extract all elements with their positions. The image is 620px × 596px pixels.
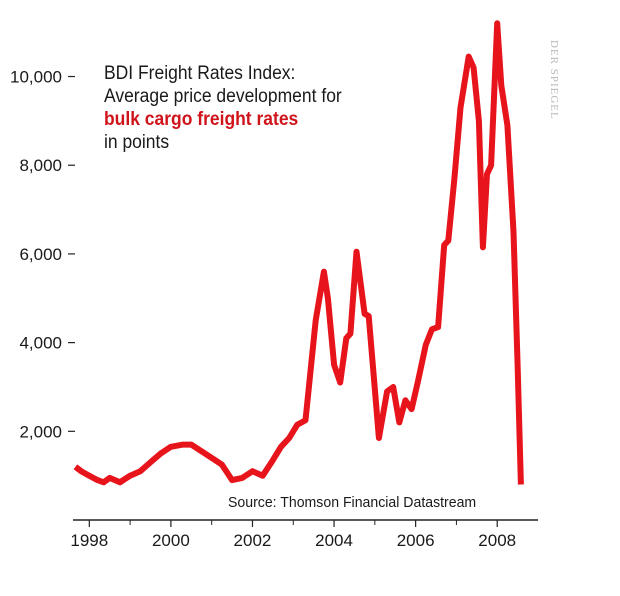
x-tick-label: 2006 (397, 531, 435, 550)
y-tick-label: 4,000 (19, 334, 62, 353)
series-line-bdi (73, 20, 524, 486)
title-line-1: BDI Freight Rates Index: (104, 63, 296, 84)
source-note: Source: Thomson Financial Datastream (228, 494, 477, 511)
x-tick-label: 2002 (234, 531, 272, 550)
x-tick-label: 1998 (70, 531, 108, 550)
x-tick-label: 2000 (152, 531, 190, 550)
y-tick-label: 2,000 (19, 422, 62, 441)
x-tick-label: 2008 (478, 531, 516, 550)
y-tick-label: 8,000 (19, 156, 62, 175)
watermark-logo: DER SPIEGEL (548, 40, 560, 120)
title-line-highlight: bulk cargo freight rates (104, 109, 299, 130)
y-tick-label: 6,000 (19, 245, 62, 264)
x-tick-label: 2004 (315, 531, 353, 550)
y-tick-label: 10,000 (10, 68, 62, 87)
title-line-4: in points (104, 132, 170, 153)
title-line-2: Average price development for (104, 86, 342, 107)
chart-title: BDI Freight Rates Index: Average price d… (104, 62, 342, 154)
